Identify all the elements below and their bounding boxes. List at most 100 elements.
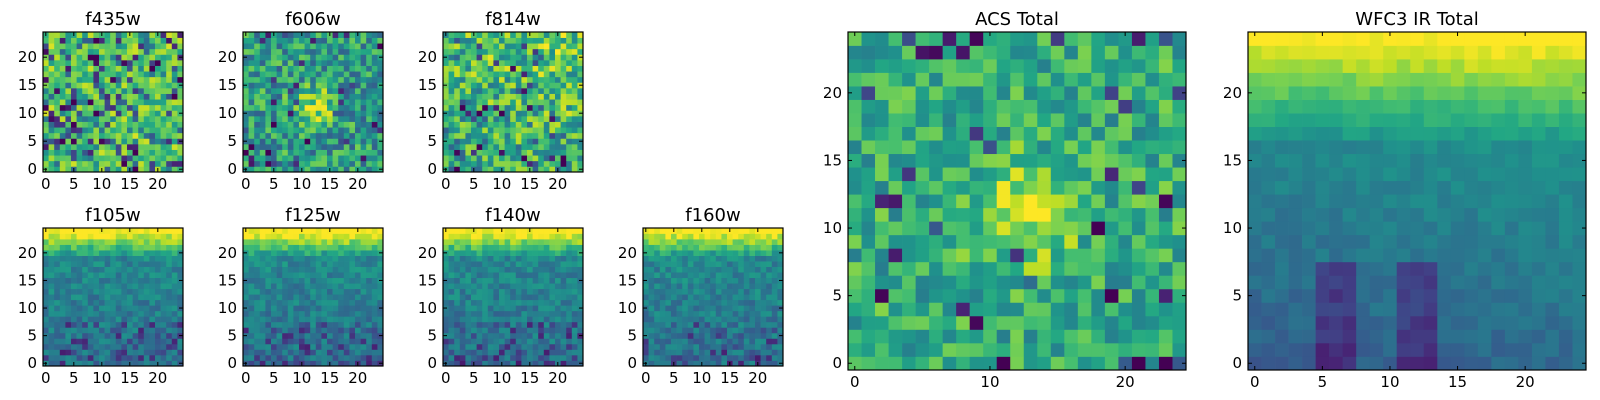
heatmap-cell [99, 76, 105, 83]
heatmap-cell [143, 65, 150, 72]
heatmap-cell [248, 166, 255, 173]
heatmap-cell [166, 310, 173, 317]
heatmap-cell [349, 228, 356, 234]
heatmap-cell [76, 266, 83, 273]
heatmap-cell [304, 338, 311, 345]
heatmap-cell [104, 288, 111, 295]
heatmap-cell [82, 244, 89, 251]
heatmap-cell [743, 338, 750, 345]
heatmap-cell [304, 305, 311, 312]
heatmap-cell [476, 327, 483, 334]
heatmap-cell [48, 65, 55, 72]
heatmap-cell [710, 283, 717, 290]
heatmap-cell [110, 60, 117, 66]
heatmap-cell [366, 104, 373, 111]
heatmap-cell [687, 277, 694, 284]
heatmap-cell [848, 153, 862, 168]
heatmap-cell [177, 132, 184, 139]
heatmap-cell [555, 127, 561, 134]
heatmap-cell [293, 110, 300, 117]
heatmap-cell [132, 294, 139, 301]
heatmap-cell [1010, 180, 1025, 195]
heatmap-cell [315, 288, 322, 295]
heatmap-cell [248, 155, 255, 162]
heatmap-cell [43, 283, 49, 290]
heatmap-cell [59, 244, 66, 251]
heatmap-cell [282, 166, 289, 173]
heatmap-cell [59, 239, 66, 245]
heatmap-cell [682, 255, 689, 262]
heatmap-cell [110, 110, 117, 117]
heatmap-cell [143, 228, 150, 234]
heatmap-cell [54, 349, 61, 356]
heatmap-cell [293, 255, 300, 262]
heatmap-cell [87, 288, 94, 295]
heatmap-cell [527, 354, 533, 361]
heatmap-cell [476, 294, 483, 301]
heatmap-cell [560, 144, 567, 150]
heatmap-cell [54, 316, 61, 323]
heatmap-cell [515, 160, 522, 167]
heatmap-cell [715, 239, 722, 245]
heatmap-cell [343, 310, 350, 317]
heatmap-cell [87, 76, 94, 83]
heatmap-cell [577, 272, 584, 279]
heatmap-cell [143, 316, 150, 323]
heatmap-cell [459, 48, 466, 55]
heatmap-cell [771, 261, 778, 267]
heatmap-cell [265, 343, 272, 350]
heatmap-cell [104, 138, 111, 145]
heatmap-cell [271, 144, 277, 150]
heatmap-cell [942, 302, 957, 317]
heatmap-cell [166, 138, 173, 145]
heatmap-cell [349, 32, 356, 38]
heatmap-cell [555, 138, 561, 145]
heatmap-cell [276, 338, 283, 345]
x-tick-label: 20 [548, 175, 567, 193]
heatmap-cell [371, 160, 378, 167]
heatmap-cell [699, 283, 705, 290]
heatmap-cell [71, 160, 77, 167]
heatmap-cell [738, 261, 745, 267]
heatmap-cell [65, 321, 72, 328]
heatmap-cell [721, 261, 728, 267]
heatmap-cell [282, 132, 289, 139]
heatmap-cell [487, 37, 494, 44]
heatmap-cell [969, 342, 984, 357]
heatmap-cell [454, 228, 461, 234]
heatmap-cell [443, 121, 449, 128]
heatmap-cell [65, 110, 72, 117]
heatmap-cell [738, 305, 745, 312]
heatmap-cell [355, 99, 361, 106]
heatmap-cell [93, 65, 100, 72]
heatmap-cell [482, 277, 489, 284]
heatmap-cell [127, 37, 133, 44]
heatmap-cell [166, 48, 173, 55]
heatmap-cell [643, 299, 649, 306]
heatmap-cell [1050, 315, 1065, 330]
heatmap-cell [543, 110, 550, 117]
heatmap-cell [1077, 275, 1092, 290]
heatmap-cell [315, 277, 322, 284]
heatmap-cell [143, 144, 150, 150]
heatmap-cell [549, 239, 556, 245]
heatmap-cell [549, 149, 556, 156]
heatmap-cell [76, 127, 83, 134]
heatmap-cell [682, 288, 689, 295]
heatmap-cell [254, 299, 261, 306]
heatmap-cell [293, 228, 300, 234]
heatmap-cell [321, 127, 328, 134]
heatmap-cell [155, 305, 161, 312]
heatmap-cell [566, 160, 573, 167]
heatmap-cell [566, 261, 573, 267]
heatmap-cell [127, 144, 133, 150]
heatmap-cell [566, 288, 573, 295]
heatmap-cell [259, 54, 266, 61]
heatmap-cell [560, 327, 567, 334]
heatmap-cell [321, 104, 328, 111]
heatmap-cell [1091, 194, 1106, 209]
heatmap-cell [448, 327, 455, 334]
x-tick-label: 0 [241, 369, 251, 387]
heatmap-cell [71, 338, 77, 345]
heatmap-cell [1077, 315, 1092, 330]
